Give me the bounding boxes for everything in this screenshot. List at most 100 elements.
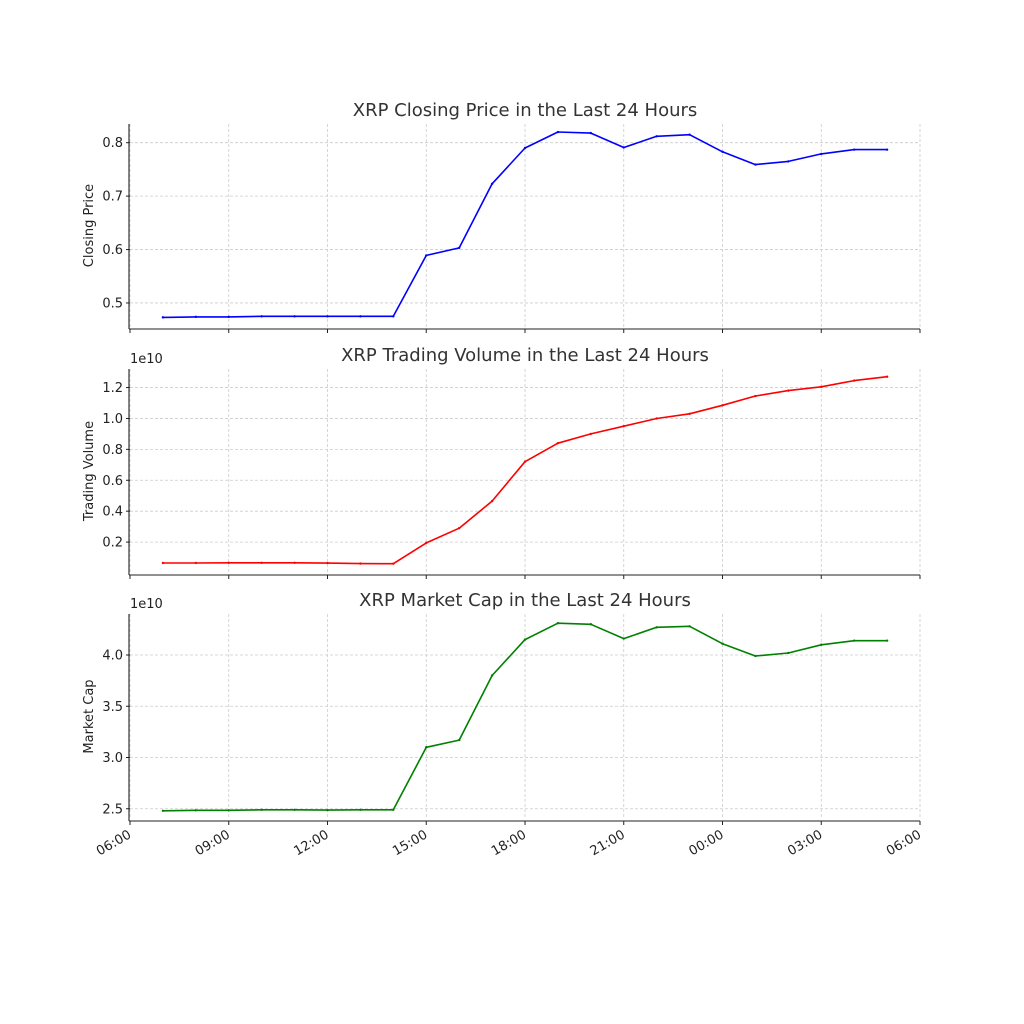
x-tick-label: 21:00 [588, 827, 628, 859]
x-tick-label: 06:00 [884, 827, 924, 859]
data-point [885, 639, 889, 642]
data-point [490, 182, 494, 186]
data-point [490, 674, 494, 677]
x-tick-label: 06:00 [94, 827, 134, 859]
data-point [655, 135, 658, 138]
data-point [885, 375, 889, 378]
data-point [754, 163, 757, 166]
data-point [754, 654, 757, 658]
y-axis-label: Closing Price [82, 184, 97, 267]
data-point [359, 808, 362, 811]
data-point [556, 622, 560, 625]
data-point [425, 254, 428, 257]
data-point [293, 808, 296, 811]
data-point [852, 639, 856, 642]
data-point [820, 385, 823, 388]
data-point [457, 246, 461, 250]
data-point [556, 130, 560, 134]
data-point [622, 424, 625, 428]
data-point [688, 133, 691, 136]
y-tick-label: 1.0 [102, 412, 123, 427]
data-point [787, 389, 790, 392]
data-point [392, 808, 395, 811]
data-point [523, 638, 527, 641]
data-point [194, 809, 198, 812]
y-tick-label: 1.2 [102, 381, 123, 396]
data-point [523, 146, 527, 150]
data-point [194, 561, 198, 565]
data-point [392, 315, 395, 318]
data-point [260, 561, 263, 564]
y-tick-label: 4.0 [102, 649, 123, 664]
x-tick-label: 18:00 [489, 827, 529, 859]
y-tick-label: 0.2 [102, 536, 123, 551]
data-point [655, 417, 658, 420]
data-point [556, 441, 560, 445]
data-point [523, 460, 527, 463]
chart-title: XRP Trading Volume in the Last 24 Hours [341, 345, 709, 366]
data-point [161, 316, 165, 319]
chart-panel-3: 2.5 3.0 3.5 4.0 XRP Market Cap in the Last 2… [82, 590, 924, 859]
data-point [260, 808, 263, 811]
data-point [820, 643, 823, 646]
data-point [326, 808, 329, 812]
chart-panels: 0.5 0.6 0.7 0.8 XRP Closing Price in the Las… [82, 100, 924, 859]
y-offset-text: 1e10 [130, 352, 163, 367]
data-point [161, 561, 165, 565]
data-point [326, 315, 329, 318]
data-point [852, 379, 856, 382]
chart-title: XRP Closing Price in the Last 24 Hours [353, 100, 698, 121]
y-axis-label: Market Cap [82, 679, 97, 753]
data-point [359, 315, 362, 318]
data-point [589, 623, 593, 626]
data-point [227, 315, 230, 319]
y-offset-text: 1e10 [130, 597, 163, 612]
data-point [688, 625, 691, 628]
data-point [622, 637, 625, 640]
y-tick-label: 0.6 [102, 243, 123, 258]
data-point [721, 150, 724, 153]
data-point [425, 541, 428, 545]
y-tick-label: 3.5 [102, 700, 123, 715]
data-point [655, 626, 658, 629]
data-point [852, 148, 856, 151]
x-tick-label: 09:00 [193, 827, 233, 859]
y-tick-label: 0.5 [102, 296, 123, 311]
chart-panel-1: 0.5 0.6 0.7 0.8 XRP Closing Price in the Las… [82, 100, 921, 333]
data-point [622, 146, 625, 149]
data-point [820, 152, 823, 156]
data-point [457, 738, 461, 742]
x-tick-label: 03:00 [785, 827, 825, 859]
x-tick-label: 15:00 [390, 827, 430, 859]
data-point [589, 432, 593, 436]
y-tick-label: 2.5 [102, 802, 123, 817]
y-tick-label: 3.0 [102, 751, 123, 766]
data-point [161, 809, 165, 812]
y-tick-label: 0.4 [102, 505, 123, 520]
chart-title: XRP Market Cap in the Last 24 Hours [359, 590, 691, 611]
data-point [227, 561, 230, 564]
data-point [754, 394, 757, 398]
data-point [490, 499, 494, 503]
data-point [293, 561, 296, 564]
data-point [721, 404, 724, 407]
data-point [589, 131, 593, 135]
y-axis-label: Trading Volume [82, 421, 97, 522]
y-tick-label: 0.8 [102, 443, 123, 458]
data-point [392, 562, 395, 565]
data-point [721, 642, 724, 645]
data-point [425, 746, 428, 749]
data-point [457, 526, 461, 530]
data-point [326, 561, 329, 565]
data-point [293, 315, 296, 318]
y-tick-label: 0.8 [102, 136, 123, 151]
y-tick-label: 0.6 [102, 474, 123, 489]
data-point [359, 562, 362, 565]
y-tick-label: 0.7 [102, 190, 123, 205]
data-point [688, 412, 691, 416]
x-tick-label: 00:00 [687, 827, 727, 859]
data-point [260, 315, 263, 318]
data-point [227, 809, 230, 812]
chart-panel-2: 0.2 0.4 0.6 0.8 1.0 1.2 XRP Trading Volume in … [82, 345, 921, 579]
